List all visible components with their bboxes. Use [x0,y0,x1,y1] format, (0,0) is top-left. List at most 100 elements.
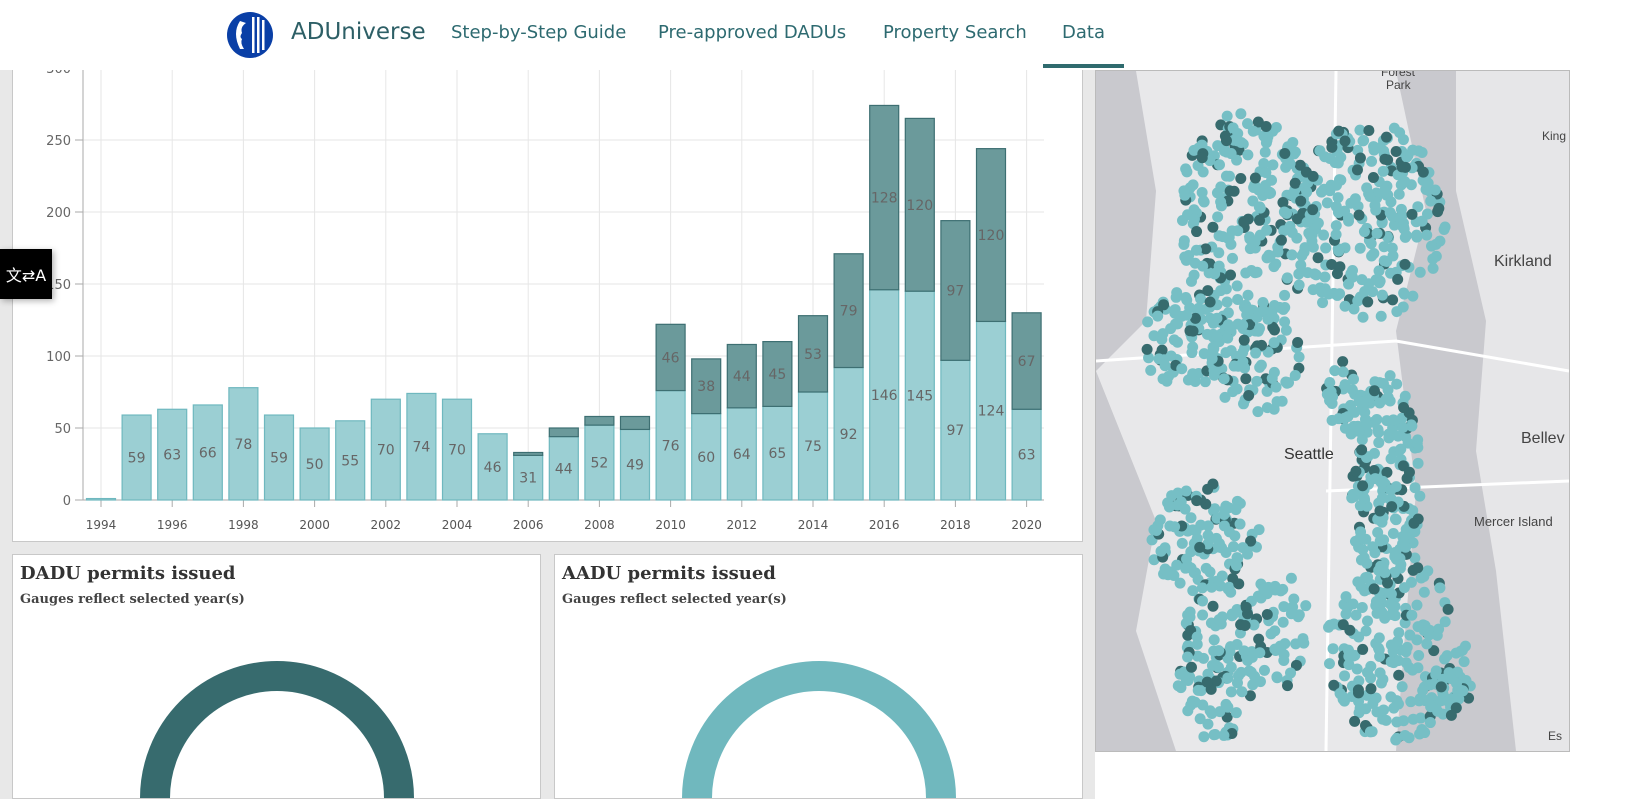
permit-dot[interactable] [1176,363,1188,375]
permit-dot[interactable] [1380,714,1392,726]
permit-dot[interactable] [1190,244,1202,256]
permit-dot[interactable] [1281,680,1293,692]
permit-dot[interactable] [1424,717,1436,729]
permit-dot[interactable] [1286,249,1298,261]
permit-dot[interactable] [1354,124,1366,136]
permit-dot[interactable] [1310,269,1322,281]
permit-dot[interactable] [1220,283,1232,295]
permit-dot[interactable] [1286,226,1298,238]
permit-dot[interactable] [1204,705,1216,717]
permit-dot[interactable] [1220,698,1232,710]
permit-dot[interactable] [1337,366,1349,378]
permit-dot[interactable] [1320,242,1332,254]
permit-dot[interactable] [1378,704,1390,716]
permit-dot[interactable] [1354,242,1366,254]
permit-dot[interactable] [1260,167,1272,179]
permit-dot[interactable] [1207,478,1219,490]
permit-dot[interactable] [1348,303,1360,315]
permit-dot[interactable] [1145,364,1157,376]
permit-dot[interactable] [1215,181,1227,193]
permit-dot[interactable] [1367,286,1379,298]
permit-dot[interactable] [1387,602,1399,614]
permit-dot[interactable] [1289,369,1301,381]
permit-dot[interactable] [1382,577,1394,589]
permit-dot[interactable] [1373,277,1385,289]
permit-dot[interactable] [1253,633,1265,645]
permit-dot[interactable] [1370,692,1382,704]
permit-dot[interactable] [1178,185,1190,197]
permit-dot[interactable] [1374,535,1386,547]
permit-dot[interactable] [1364,190,1376,202]
permit-dot[interactable] [1298,637,1310,649]
permit-dot[interactable] [1435,695,1447,707]
permit-dot[interactable] [1185,512,1197,524]
permit-dot[interactable] [1213,247,1225,259]
permit-dot[interactable] [1445,693,1457,705]
permit-dot[interactable] [1231,495,1243,507]
permit-dot[interactable] [1428,645,1440,657]
permit-dot[interactable] [1408,517,1420,529]
permit-dot[interactable] [1357,480,1369,492]
permit-dot[interactable] [1388,122,1400,134]
permit-dot[interactable] [1387,294,1399,306]
permit-dot[interactable] [1210,532,1222,544]
permit-dot[interactable] [1189,375,1201,387]
permit-dot[interactable] [1411,438,1423,450]
permit-dot[interactable] [1354,152,1366,164]
permit-dot[interactable] [1406,208,1418,220]
permit-dot[interactable] [1398,223,1410,235]
permit-dot[interactable] [1376,516,1388,528]
permit-dot[interactable] [1271,671,1283,683]
permit-dot[interactable] [1202,529,1214,541]
permit-dot[interactable] [1406,420,1418,432]
permit-dot[interactable] [1442,603,1454,615]
permit-dot[interactable] [1346,492,1358,504]
permit-dot[interactable] [1258,664,1270,676]
permit-dot[interactable] [1327,643,1339,655]
permits-bar-chart[interactable]: 0501001502002503001994199619982000200220… [13,61,1082,541]
permit-dot[interactable] [1285,572,1297,584]
permit-dot[interactable] [1429,184,1441,196]
permit-dot[interactable] [1194,541,1206,553]
permit-dot[interactable] [1398,402,1410,414]
permit-dot[interactable] [1389,567,1401,579]
permit-dot[interactable] [1295,259,1307,271]
nav-data[interactable]: Data [1043,22,1124,68]
permit-dot[interactable] [1218,373,1230,385]
permit-dot[interactable] [1181,294,1193,306]
permit-dot[interactable] [1379,184,1391,196]
permit-dot[interactable] [1307,170,1319,182]
permit-dot[interactable] [1157,328,1169,340]
permit-dot[interactable] [1339,300,1351,312]
permit-dot[interactable] [1175,682,1187,694]
permit-dot[interactable] [1254,229,1266,241]
permit-dot[interactable] [1285,608,1297,620]
permit-dot[interactable] [1315,186,1327,198]
permit-dot[interactable] [1323,658,1335,670]
permit-dot[interactable] [1421,229,1433,241]
permit-dot[interactable] [1277,303,1289,315]
permit-dot[interactable] [1186,347,1198,359]
permit-dot[interactable] [1350,609,1362,621]
permit-dot[interactable] [1281,272,1293,284]
permit-dot[interactable] [1258,157,1270,169]
permit-dot[interactable] [1367,541,1379,553]
permit-dot[interactable] [1168,570,1180,582]
permit-dot[interactable] [1288,593,1300,605]
permit-dot[interactable] [1330,228,1342,240]
permit-dot[interactable] [1248,619,1260,631]
permit-dot[interactable] [1365,238,1377,250]
brand-name[interactable]: ADUniverse [291,19,426,45]
permit-dot[interactable] [1293,279,1305,291]
permit-dot[interactable] [1350,465,1362,477]
permit-dot[interactable] [1198,731,1210,743]
permit-dot[interactable] [1427,253,1439,265]
nav-pre-approved-dadus[interactable]: Pre-approved DADUs [658,22,847,43]
permit-dot[interactable] [1285,667,1297,679]
permit-dot[interactable] [1330,179,1342,191]
permit-dot[interactable] [1261,608,1273,620]
permit-dot[interactable] [1345,399,1357,411]
permit-dot[interactable] [1331,268,1343,280]
permit-dot[interactable] [1231,677,1243,689]
permit-dot[interactable] [1188,213,1200,225]
